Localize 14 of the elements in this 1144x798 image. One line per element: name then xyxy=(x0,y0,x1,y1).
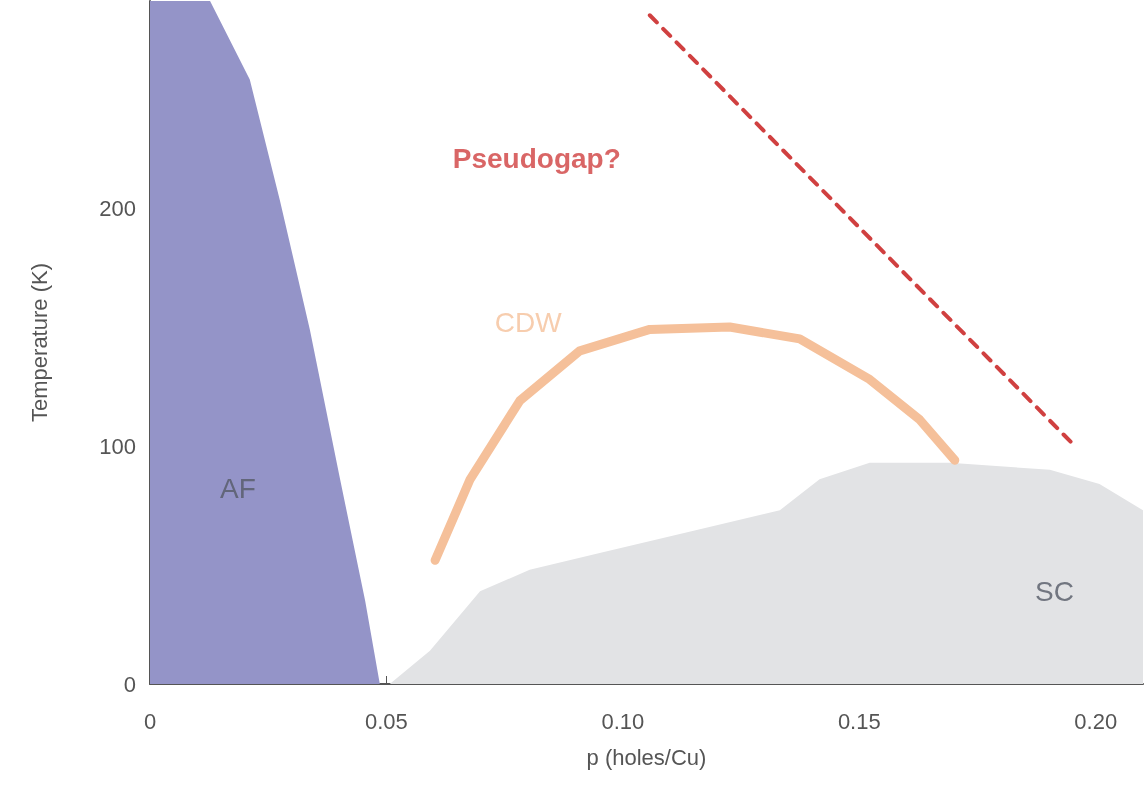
x-tick-label: 0.10 xyxy=(601,708,645,734)
x-tick-label: 0.15 xyxy=(837,708,881,734)
y-tick-label: 100 xyxy=(99,433,136,459)
x-tick-label: 0.20 xyxy=(1074,708,1118,734)
series-label: SC xyxy=(1035,575,1075,607)
x-tick-label: 0.05 xyxy=(365,708,408,734)
x-tick-label: 0 xyxy=(143,708,157,734)
y-tick-label: 200 xyxy=(99,195,136,221)
text: Pseudogap? xyxy=(452,142,621,174)
x-axis-title: p (holes/Cu) xyxy=(586,744,707,770)
series-label: AF xyxy=(220,473,256,505)
series-label: CDW xyxy=(494,306,563,338)
y-tick-label: 0 xyxy=(123,671,136,697)
y-axis-title: Temperature (K) xyxy=(26,263,52,422)
